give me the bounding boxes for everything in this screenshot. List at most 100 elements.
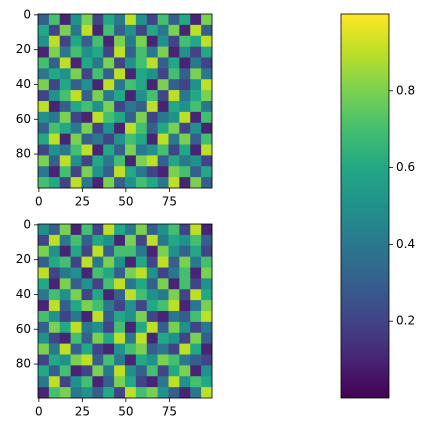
heatmap-cell	[125, 343, 137, 355]
heatmap-cell	[135, 278, 148, 290]
y-tick-label: 40	[16, 287, 31, 301]
heatmap-cell	[201, 166, 213, 178]
heatmap-cell	[114, 332, 126, 344]
heatmap-cell	[168, 234, 180, 247]
heatmap-cell	[135, 90, 148, 102]
heatmap-cell	[190, 267, 202, 279]
heatmap-cell	[59, 278, 71, 290]
heatmap-cell	[179, 321, 191, 334]
heatmap-cell	[135, 57, 148, 69]
heatmap-cell	[92, 79, 104, 91]
heatmap-cell	[38, 245, 50, 257]
heatmap-cell	[179, 332, 191, 344]
heatmap-cell	[103, 267, 115, 279]
heatmap-cell	[103, 234, 115, 247]
heatmap-cell	[125, 224, 137, 236]
heatmap-cell	[92, 166, 104, 178]
heatmap-cell	[168, 289, 180, 301]
heatmap-cell	[103, 354, 115, 366]
heatmap-cell	[48, 166, 61, 178]
heatmap-cell	[38, 332, 50, 344]
heatmap-cell	[201, 224, 213, 236]
heatmap-cell	[125, 46, 137, 58]
heatmap-cell	[114, 177, 126, 189]
heatmap-cell	[157, 177, 169, 189]
y-tick-label: 20	[16, 252, 31, 266]
heatmap-cell	[81, 79, 93, 91]
heatmap-cell	[103, 343, 115, 355]
heatmap-cell	[201, 365, 213, 377]
heatmap-cell	[70, 24, 82, 37]
heatmap-cell	[81, 111, 93, 124]
heatmap-cell	[38, 376, 50, 388]
heatmap-cell	[135, 35, 148, 47]
heatmap-cell	[135, 24, 148, 37]
heatmap-cell	[81, 133, 93, 145]
heatmap-cell	[81, 365, 93, 377]
x-tick-label: 75	[162, 405, 177, 419]
heatmap-cell	[114, 133, 126, 145]
heatmap-cell	[146, 79, 158, 91]
heatmap-cell	[92, 90, 104, 102]
heatmap-cell	[38, 133, 50, 145]
heatmap-cell	[59, 35, 71, 47]
heatmap-cell	[81, 376, 93, 388]
heatmap-cell	[48, 343, 61, 355]
colorbar-tick-label: 0.8	[396, 83, 415, 97]
heatmap-cell	[179, 234, 191, 247]
heatmap-cell	[59, 387, 71, 399]
y-tick-label: 40	[16, 77, 31, 91]
y-tick-label: 80	[16, 147, 31, 161]
heatmap-cell	[157, 234, 169, 247]
heatmap-cell	[168, 311, 180, 323]
heatmap-cell	[190, 354, 202, 366]
heatmap-cell	[157, 133, 169, 145]
heatmap-cell	[201, 354, 213, 366]
heatmap-cell	[70, 57, 82, 69]
heatmap-cell	[146, 234, 158, 247]
heatmap-cell	[125, 376, 137, 388]
heatmap-cell	[179, 166, 191, 178]
heatmap-cell	[92, 133, 104, 145]
heatmap-cell	[201, 177, 213, 189]
colorbar	[340, 13, 390, 399]
heatmap-cell	[201, 122, 213, 134]
heatmap-cell	[38, 111, 50, 124]
heatmap-cell	[157, 68, 169, 80]
heatmap-cell	[201, 245, 213, 257]
heatmap-cell	[103, 365, 115, 377]
heatmap-cell	[103, 155, 115, 167]
heatmap-cell	[201, 278, 213, 290]
heatmap-cell	[201, 24, 213, 37]
heatmap-cell	[135, 343, 148, 355]
heatmap-cell	[81, 46, 93, 58]
heatmap-cell	[157, 122, 169, 134]
heatmap-cell	[201, 267, 213, 279]
heatmap-cell	[125, 14, 137, 26]
heatmap-cell	[92, 144, 104, 156]
heatmap-cell	[48, 122, 61, 134]
heatmap-cell	[38, 354, 50, 366]
heatmap-cell	[38, 79, 50, 91]
heatmap-cell	[179, 365, 191, 377]
heatmap-cell	[201, 387, 213, 399]
heatmap-cell	[59, 256, 71, 268]
heatmap-cell	[135, 267, 148, 279]
heatmap-cell	[135, 14, 148, 26]
heatmap-cell	[48, 57, 61, 69]
heatmap-cell	[59, 90, 71, 102]
heatmap-cell	[190, 68, 202, 80]
heatmap-cell	[38, 68, 50, 80]
heatmap-cell	[92, 234, 104, 247]
heatmap-cell	[70, 245, 82, 257]
heatmap-cell	[168, 122, 180, 134]
heatmap-cell	[179, 133, 191, 145]
heatmap-cell	[59, 155, 71, 167]
y-tick-label: 60	[16, 112, 31, 126]
x-tick-label: 50	[118, 195, 133, 209]
heatmap-cell	[48, 234, 61, 247]
heatmap-cell	[179, 111, 191, 124]
heatmap-cell	[48, 224, 61, 236]
heatmap-cell	[190, 24, 202, 37]
heatmap-cell	[48, 177, 61, 189]
